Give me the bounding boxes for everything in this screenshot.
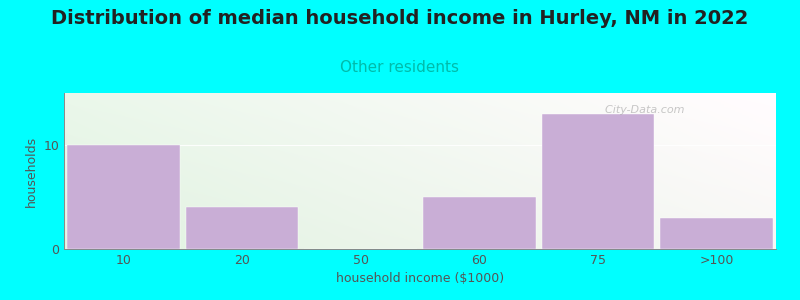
- Bar: [186, 207, 298, 249]
- X-axis label: household income ($1000): household income ($1000): [336, 272, 504, 285]
- Text: City-Data.com: City-Data.com: [598, 106, 685, 116]
- Bar: [542, 114, 654, 249]
- Y-axis label: households: households: [25, 135, 38, 207]
- Bar: [67, 145, 180, 249]
- Bar: [660, 218, 773, 249]
- Text: Other residents: Other residents: [341, 60, 459, 75]
- Text: Distribution of median household income in Hurley, NM in 2022: Distribution of median household income …: [51, 9, 749, 28]
- Bar: [423, 197, 536, 249]
